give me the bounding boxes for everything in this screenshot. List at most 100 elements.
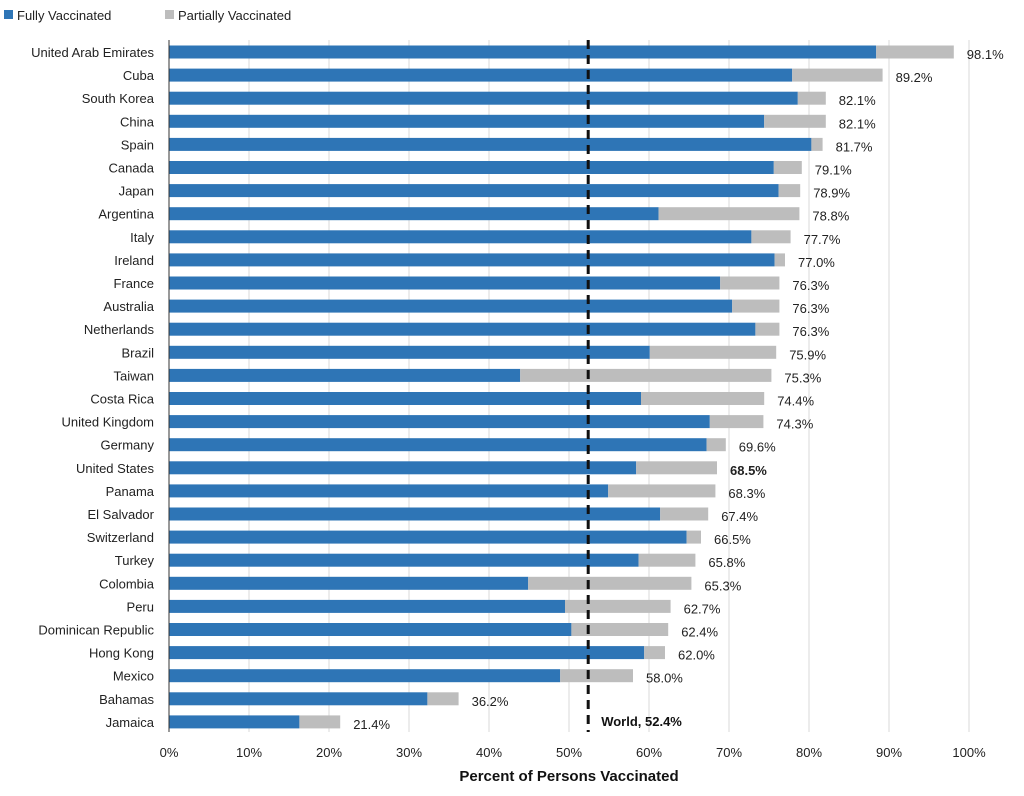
bar-fully-vaccinated [169,392,641,405]
category-label: France [114,276,154,291]
bars [169,45,954,729]
category-label: Colombia [99,576,155,591]
bar-partially-vaccinated [792,68,883,82]
total-label: 89.2% [896,70,933,85]
total-label: 82.1% [839,93,876,108]
category-label: Japan [119,184,154,199]
category-label: Cuba [123,68,155,83]
category-label: Canada [108,161,154,176]
bar-partially-vaccinated [658,207,800,221]
total-label: 76.3% [792,324,829,339]
category-label: Costa Rica [90,392,154,407]
x-tick-label: 60% [636,745,662,760]
total-label: 74.4% [777,394,814,409]
total-label: 78.9% [813,186,850,201]
total-label: 66.5% [714,532,751,547]
total-label: 58.0% [646,671,683,686]
bar-partially-vaccinated [641,392,765,405]
x-tick-label: 70% [716,745,742,760]
bar-fully-vaccinated [169,137,812,151]
bar-partially-vaccinated [720,276,780,290]
total-label: 98.1% [967,47,1004,62]
legend: Fully Vaccinated Partially Vaccinated [4,8,291,23]
x-tick-label: 0% [160,745,179,760]
bar-partially-vaccinated [709,415,764,429]
category-label: Spain [121,137,154,152]
category-label: Australia [103,299,154,314]
bar-partially-vaccinated [706,438,726,452]
bar-partially-vaccinated [427,692,459,706]
x-tick-label: 80% [796,745,822,760]
bar-partially-vaccinated [778,184,801,198]
bar-fully-vaccinated [169,599,565,613]
bar-fully-vaccinated [169,345,650,359]
bar-fully-vaccinated [169,230,752,244]
x-tick-label: 20% [316,745,342,760]
bar-fully-vaccinated [169,484,609,498]
bar-partially-vaccinated [644,646,665,660]
x-tick-label: 40% [476,745,502,760]
category-label: Argentina [98,207,154,222]
bar-partially-vaccinated [811,137,823,151]
bar-fully-vaccinated [169,91,798,105]
category-label: Panama [106,484,155,499]
total-label: 65.8% [708,555,745,570]
category-label: Jamaica [106,715,155,730]
category-label: Germany [101,438,155,453]
total-label: 79.1% [815,163,852,178]
total-label: 68.3% [728,486,765,501]
bar-fully-vaccinated [169,530,687,544]
category-label: Ireland [114,253,154,268]
category-label: Italy [130,230,154,245]
total-label: 21.4% [353,717,390,732]
bar-partially-vaccinated [755,322,780,336]
category-label: Dominican Republic [38,623,154,638]
bar-partially-vaccinated [774,253,785,267]
category-label: South Korea [82,91,155,106]
category-label: Mexico [113,669,154,684]
bar-partially-vaccinated [649,345,777,359]
bar-fully-vaccinated [169,461,637,475]
bar-fully-vaccinated [169,715,300,729]
total-labels: 98.1% 89.2% 82.1% 82.1% 81.7% 79.1% 78.9% 78.8%… [353,47,1004,732]
legend-label-partially-vaccinated: Partially Vaccinated [178,8,291,23]
total-label: 68.5% [730,463,767,478]
category-label: Netherlands [84,322,155,337]
bar-fully-vaccinated [169,276,721,290]
bar-partially-vaccinated [528,576,692,590]
category-label: United States [76,461,155,476]
bar-partially-vaccinated [636,461,717,475]
x-tick-label: 90% [876,745,902,760]
category-label: Taiwan [114,368,154,383]
bar-fully-vaccinated [169,507,661,521]
bar-fully-vaccinated [169,68,793,82]
gridlines [248,40,970,732]
category-label: Brazil [121,345,154,360]
category-label: Hong Kong [89,646,154,661]
bar-fully-vaccinated [169,692,428,706]
category-label: China [120,114,155,129]
total-label: 82.1% [839,116,876,131]
total-label: 76.3% [792,278,829,293]
total-label: 81.7% [836,139,873,154]
category-label: United Arab Emirates [31,45,154,60]
category-labels: United Arab Emirates Cuba South Korea China… [31,45,155,730]
bar-fully-vaccinated [169,438,707,452]
total-label: 77.0% [798,255,835,270]
bar-partially-vaccinated [764,114,826,128]
bar-fully-vaccinated [169,253,775,267]
bar-fully-vaccinated [169,45,877,59]
bar-fully-vaccinated [169,576,529,590]
bar-fully-vaccinated [169,299,733,313]
total-label: 75.3% [784,370,821,385]
x-tick-label: 50% [556,745,582,760]
bar-partially-vaccinated [660,507,709,521]
bar-partially-vaccinated [773,161,802,174]
bar-fully-vaccinated [169,322,756,336]
x-axis-title: Percent of Persons Vaccinated [459,768,678,785]
legend-label-fully-vaccinated: Fully Vaccinated [17,8,111,23]
bar-partially-vaccinated [299,715,341,729]
bar-partially-vaccinated [520,368,772,382]
total-label: 67.4% [721,509,758,524]
